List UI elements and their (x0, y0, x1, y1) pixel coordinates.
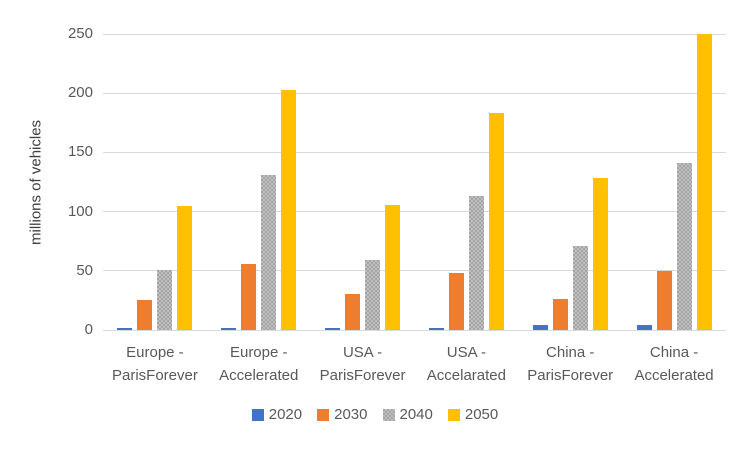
bar-2020-category-3 (428, 328, 444, 330)
bar-2050-category-1 (281, 89, 297, 330)
plot-area: 0 50 100 150 200 250 (68, 25, 726, 338)
category-label-0: Europe - ParisForever (103, 341, 207, 387)
category-label-2: USA - ParisForever (311, 341, 415, 387)
bar-2020-category-4 (532, 325, 548, 330)
bar-2030-category-2 (345, 294, 361, 330)
bar-2030-category-0 (137, 300, 153, 330)
bar-2040-category-5 (676, 163, 692, 330)
x-axis-labels: Europe - ParisForever Europe - Accelerated U… (103, 341, 726, 387)
legend-swatch-icon (251, 408, 264, 421)
category-label-line: Accelerated (219, 367, 299, 384)
category-label-line: Accelerated (634, 367, 714, 384)
legend: 2020 2030 2040 2050 (0, 406, 750, 423)
category-label-line: China - (649, 344, 699, 361)
bar-2030-category-1 (241, 263, 257, 330)
legend-item-2040: 2040 (382, 406, 433, 423)
bar-2050-category-0 (177, 205, 193, 330)
category-label-line: ParisForever (527, 367, 614, 384)
bar-group-0 (103, 205, 207, 330)
y-tick-label-0: 0 (84, 321, 93, 338)
bar-2040-category-4 (572, 245, 588, 330)
y-tick-label-100: 100 (67, 202, 93, 220)
gridline-200 (103, 92, 726, 94)
category-label-5: China - Accelerated (622, 341, 726, 387)
category-label-line: USA - (446, 344, 486, 361)
legend-label: 2030 (334, 406, 368, 423)
bar-group-1 (207, 89, 311, 330)
bar-group-5 (622, 34, 726, 330)
gridline-50 (103, 270, 726, 272)
bar-2020-category-1 (221, 327, 237, 330)
bar-group-3 (414, 113, 518, 330)
category-label-3: USA - Accelarated (414, 341, 518, 387)
legend-swatch-icon (447, 408, 460, 421)
category-label-line: ParisForever (319, 367, 406, 384)
bar-group-2 (311, 204, 415, 330)
bar-group-4 (518, 178, 622, 330)
bar-2050-category-4 (592, 178, 608, 330)
bar-2020-category-0 (117, 327, 133, 330)
legend-item-2020: 2020 (251, 406, 303, 423)
y-tick-label-250: 250 (67, 25, 93, 42)
bar-2030-category-3 (448, 273, 464, 330)
bar-2020-category-5 (636, 325, 652, 330)
bar-2050-category-5 (696, 34, 712, 330)
gridline-150 (103, 151, 726, 153)
category-label-line: USA - (342, 344, 383, 361)
legend-label: 2040 (399, 406, 433, 423)
category-label-line: ParisForever (111, 367, 198, 384)
y-tick-label-200: 200 (67, 84, 93, 102)
legend-label: 2020 (268, 406, 303, 423)
category-label-line: Accelarated (426, 367, 506, 384)
category-label-4: China - ParisForever (518, 341, 622, 387)
gridline-100 (103, 211, 726, 213)
bar-2030-category-5 (656, 270, 672, 330)
bar-2040-category-3 (468, 196, 484, 330)
bar-2030-category-4 (552, 299, 568, 330)
bar-2050-category-3 (488, 113, 504, 330)
category-label-1: Europe - Accelerated (207, 341, 311, 387)
legend-item-2050: 2050 (447, 406, 499, 423)
bar-2040-category-0 (157, 269, 173, 330)
legend-label: 2050 (464, 406, 499, 423)
category-label-line: China - (546, 344, 595, 361)
bar-2040-category-1 (261, 174, 277, 330)
y-axis-title: millions of vehicles (27, 119, 45, 245)
gridline-0 (103, 329, 726, 331)
bar-2050-category-2 (385, 204, 401, 330)
legend-swatch-icon (317, 408, 330, 421)
bar-2020-category-2 (325, 328, 341, 330)
bar-2040-category-2 (365, 260, 381, 330)
category-label-line: Europe - (229, 344, 288, 361)
y-tick-label-150: 150 (67, 143, 93, 161)
legend-swatch-icon (382, 408, 395, 421)
category-label-line: Europe - (126, 344, 184, 361)
bar-groups (103, 34, 726, 330)
y-tick-label-50: 50 (76, 261, 93, 279)
legend-item-2030: 2030 (317, 406, 368, 423)
gridline-250 (103, 33, 726, 35)
